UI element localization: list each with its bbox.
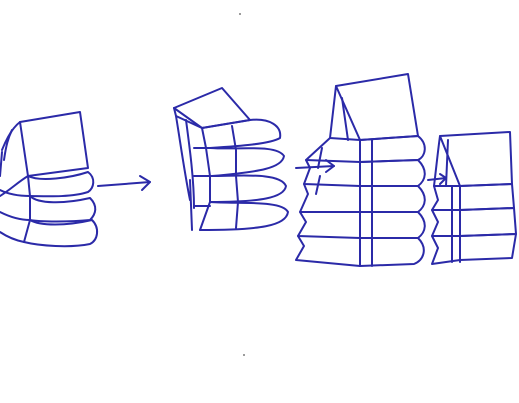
folded-stack-1 <box>0 111 98 248</box>
folded-stack-3 <box>295 73 426 267</box>
paper-specks <box>239 13 245 356</box>
arrow-2 <box>295 159 335 173</box>
folded-stack-4 <box>431 131 517 265</box>
folded-stack-2 <box>173 87 289 231</box>
arrow-1 <box>97 175 151 191</box>
